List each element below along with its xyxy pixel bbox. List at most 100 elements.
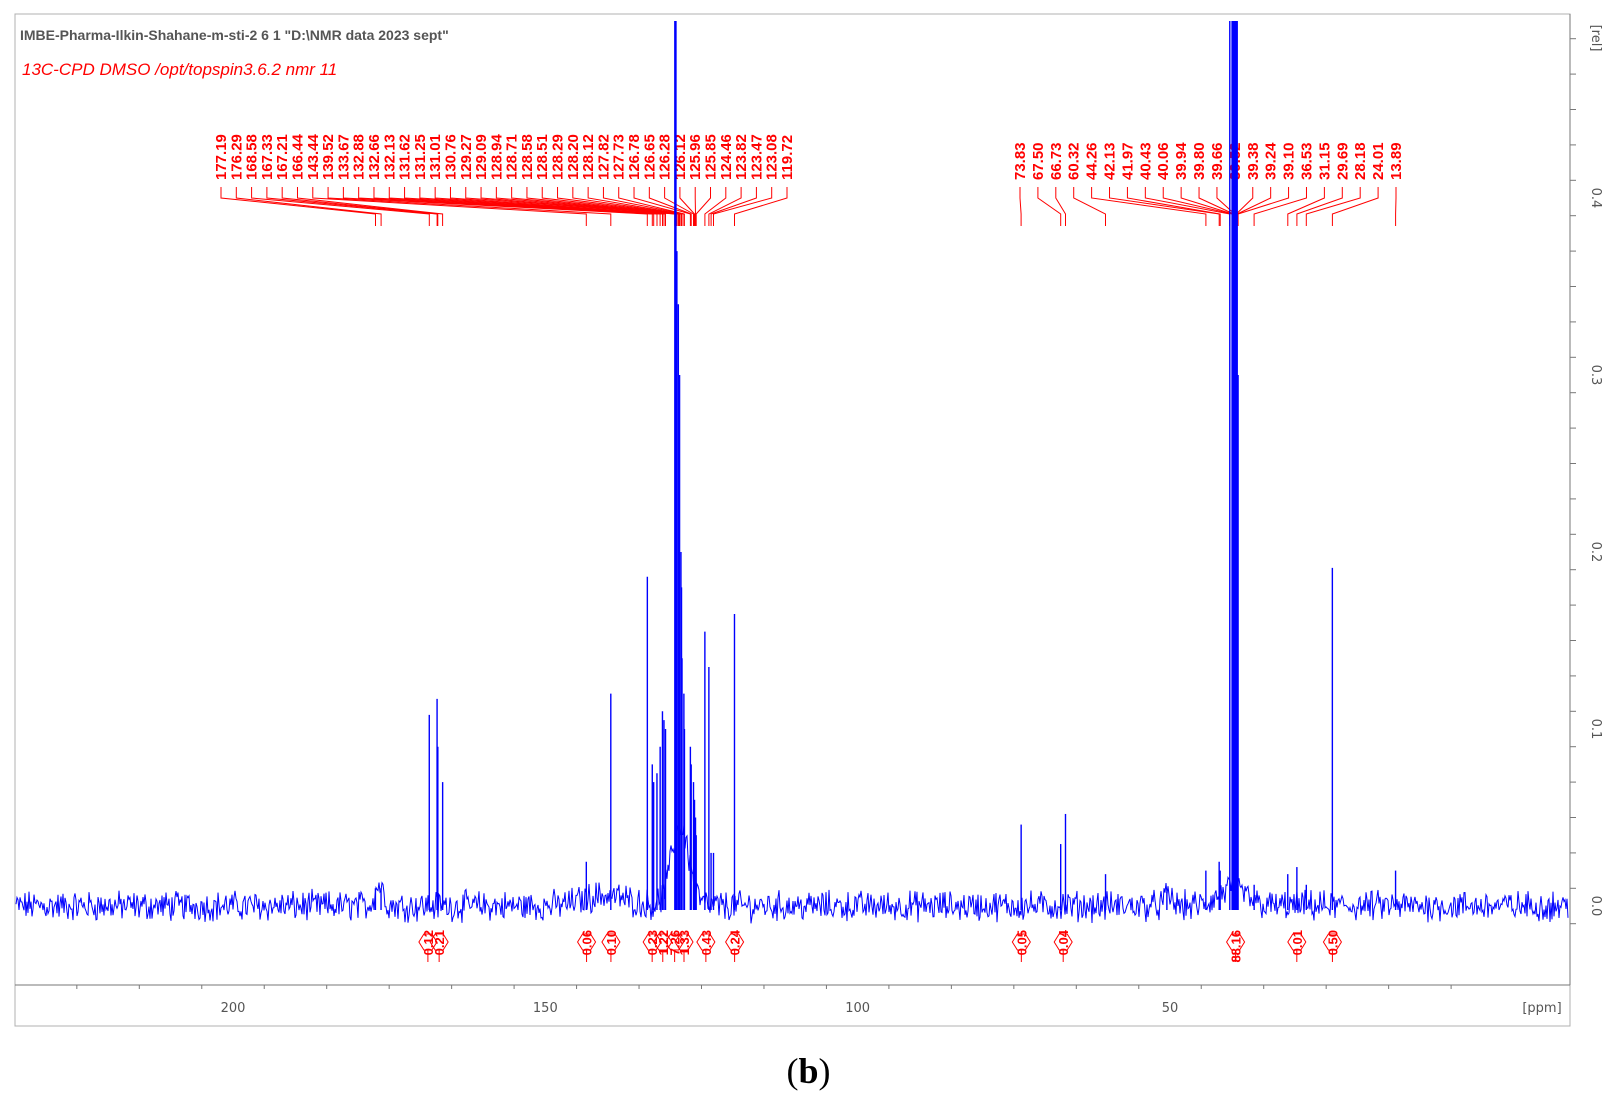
peak-label: 39.24: [1263, 142, 1280, 180]
peak-label-leader: [734, 187, 788, 226]
peak-label: 44.26: [1084, 142, 1101, 180]
peak-label: 128.71: [504, 134, 521, 180]
peak-label-leader: [327, 187, 612, 226]
x-axis-ticks: 200 150 100 50: [76, 985, 1452, 1016]
peak-label: 177.19: [213, 134, 230, 180]
integral-bracket: [696, 933, 716, 951]
y-tick-label: 0.4: [1588, 188, 1603, 209]
y-axis-ticks: 0.0 0.1 0.2 0.3 0.4: [1570, 38, 1603, 925]
peak-label: 41.97: [1119, 142, 1136, 180]
y-axis-label: [rel]: [1588, 25, 1603, 52]
peak-label: 132.13: [381, 134, 398, 180]
integral-markers: 0.120.21 0.06 0.10 0.231.227.261.33 0.43 0.24…: [418, 929, 1343, 963]
integral-bracket: [725, 933, 745, 951]
integral-bracket: [576, 933, 597, 951]
x-axis-label: [ppm]: [1522, 1001, 1561, 1016]
caption-open: (: [786, 1051, 799, 1091]
peak-label: 29.69: [1334, 142, 1351, 180]
peak-label: 39.38: [1245, 142, 1262, 180]
peak-label: 42.13: [1102, 142, 1119, 180]
integral-label: 0.50: [1325, 930, 1340, 955]
header-subtitle: 13C-CPD DMSO /opt/topspin3.6.2 nmr 11: [22, 60, 337, 79]
x-tick-label: 150: [533, 1001, 558, 1016]
caption-close: ): [818, 1051, 831, 1091]
peak-label: 123.08: [764, 134, 781, 180]
integral-label: 0.21: [432, 930, 447, 955]
peak-label: 139.52: [320, 134, 337, 180]
integral-bracket: [418, 933, 438, 951]
peak-label: 40.43: [1137, 142, 1154, 180]
peak-label-leader: [708, 187, 742, 226]
peak-label: 128.12: [580, 134, 597, 180]
integral-label: 88.16: [1229, 930, 1244, 963]
peak-label-leader: [373, 187, 655, 226]
peak-label-leader: [1055, 187, 1066, 226]
peak-label: 39.66: [1209, 142, 1226, 180]
nmr-spectrum-chart: IMBE-Pharma-Ilkin-Shahane-m-sti-2 6 1 "D…: [14, 13, 1603, 1027]
integral-label: 1.22: [656, 930, 671, 955]
integral-label: 0.06: [580, 930, 595, 955]
x-tick-label: 100: [845, 1001, 870, 1016]
peak-label-leader: [1073, 187, 1106, 226]
peak-label: 167.21: [274, 134, 291, 180]
peak-label: 125.85: [703, 134, 720, 180]
caption-letter: b: [798, 1051, 819, 1091]
integral-bracket: [642, 933, 662, 951]
integral-bracket: [674, 933, 694, 951]
integral-bracket: [1287, 933, 1307, 951]
spectrum-peaks: [374, 21, 1397, 910]
peak-label: 13.89: [1388, 142, 1405, 180]
integral-bracket: [1322, 933, 1343, 951]
peak-label-leader: [1305, 187, 1361, 226]
integral-label: 0.24: [728, 929, 743, 955]
peak-label-leader: [495, 187, 678, 226]
integral-bracket: [429, 933, 449, 951]
peak-label: 166.44: [289, 133, 306, 180]
peak-label-leader: [1091, 187, 1207, 226]
peak-label-leader: [618, 187, 685, 226]
peak-label-leader: [342, 187, 648, 226]
peak-label-leader: [541, 187, 681, 226]
integral-label: 0.12: [421, 930, 436, 955]
peak-label-leader: [1019, 187, 1022, 226]
peak-label-leader: [704, 187, 727, 226]
peak-label: 168.58: [244, 134, 261, 180]
peak-label: 126.28: [657, 134, 674, 180]
panel-caption: (b): [0, 1050, 1617, 1092]
peak-label-leader: [713, 187, 773, 226]
x-tick-label: 200: [221, 1001, 246, 1016]
peak-label: 131.62: [397, 134, 414, 180]
integral-label: 1.33: [677, 930, 692, 955]
peak-label: 128.94: [488, 133, 505, 180]
peak-label-leader: [419, 187, 663, 226]
peak-label: 143.44: [305, 133, 322, 180]
integral-label: 0.05: [1014, 930, 1029, 955]
peak-label: 131.01: [427, 134, 444, 180]
peak-label: 24.01: [1370, 142, 1387, 180]
peak-label: 129.09: [473, 134, 490, 180]
y-tick-label: 0.3: [1588, 365, 1603, 386]
peak-label-leader: [1331, 187, 1379, 226]
peak-label: 67.50: [1030, 142, 1047, 180]
y-tick-label: 0.0: [1588, 896, 1603, 917]
peak-label-leader: [648, 187, 692, 226]
x-tick-label: 50: [1162, 1001, 1179, 1016]
integral-bracket: [1226, 933, 1246, 951]
peak-label: 167.33: [259, 134, 276, 180]
peak-label-leader: [296, 187, 444, 226]
peak-label: 133.67: [335, 134, 352, 180]
peak-label: 128.58: [519, 134, 536, 180]
peak-label: 130.76: [442, 134, 459, 180]
peak-label: 128.51: [534, 134, 551, 180]
integral-label: 0.23: [645, 930, 660, 955]
peak-label-leader: [633, 187, 691, 226]
integral-label: 0.10: [604, 930, 619, 955]
integral-bracket: [665, 933, 685, 951]
peak-label-leader: [664, 187, 694, 226]
peak-label: 39.80: [1191, 142, 1208, 180]
peak-label-leader: [449, 187, 666, 226]
peak-label-leader: [1237, 187, 1290, 226]
peak-label-leader: [695, 187, 712, 226]
integral-bracket: [601, 933, 621, 951]
peak-label: 127.82: [595, 134, 612, 180]
